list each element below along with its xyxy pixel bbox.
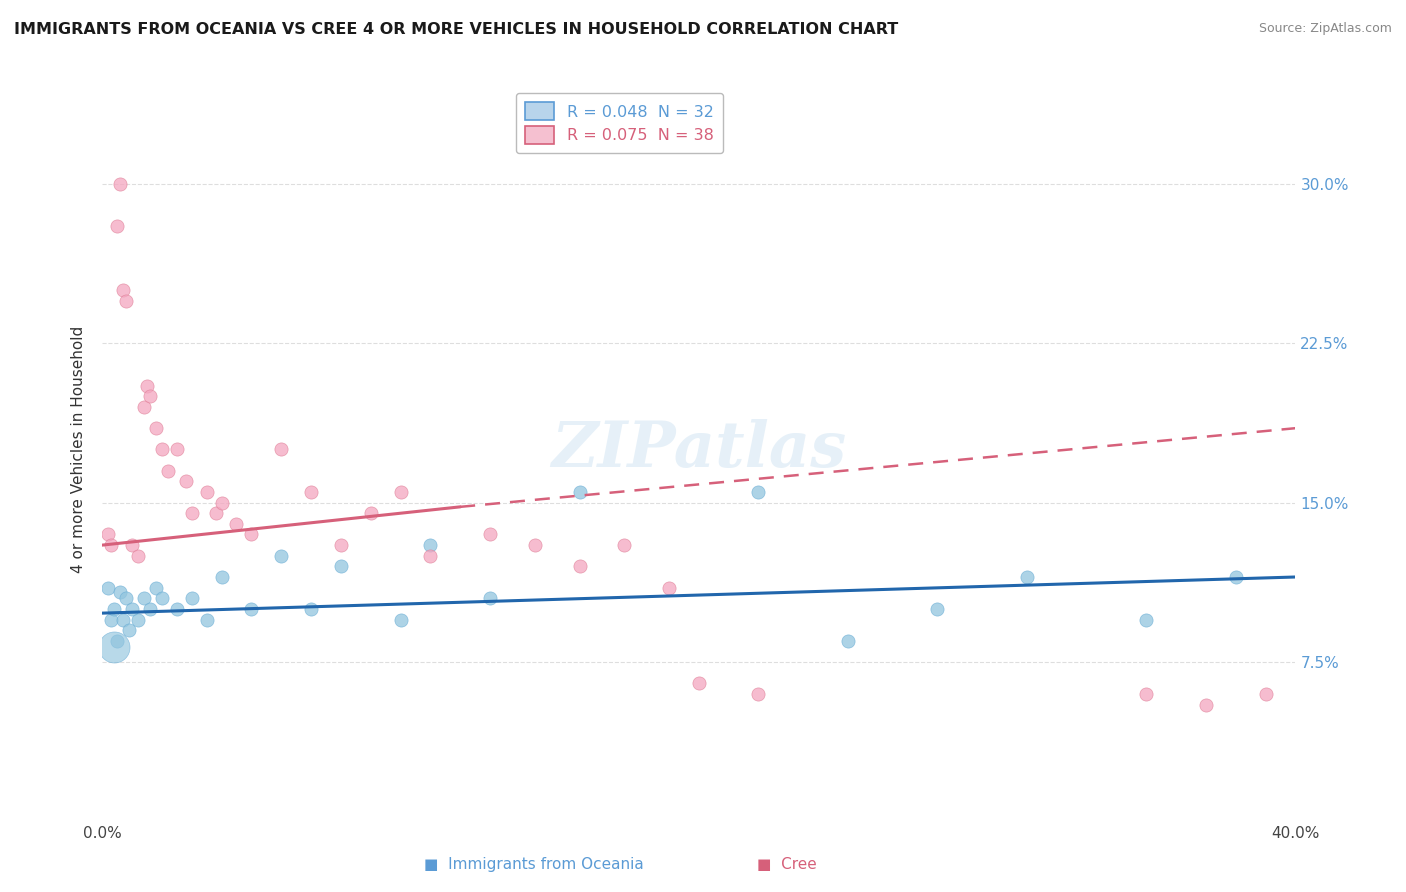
Point	[118, 623, 141, 637]
Point	[389, 485, 412, 500]
Text: Source: ZipAtlas.com: Source: ZipAtlas.com	[1258, 22, 1392, 36]
Point	[523, 538, 546, 552]
Point	[658, 581, 681, 595]
Point	[145, 421, 167, 435]
Point	[156, 464, 179, 478]
Point	[1195, 698, 1218, 712]
Point	[100, 538, 122, 552]
Point	[613, 538, 636, 552]
Point	[97, 527, 120, 541]
Point	[270, 549, 292, 563]
Point	[479, 527, 502, 541]
Point	[1135, 613, 1157, 627]
Point	[139, 602, 162, 616]
Point	[329, 538, 352, 552]
Point	[132, 591, 155, 606]
Point	[479, 591, 502, 606]
Text: ■  Immigrants from Oceania: ■ Immigrants from Oceania	[425, 857, 644, 872]
Text: ■  Cree: ■ Cree	[758, 857, 817, 872]
Point	[360, 506, 382, 520]
Text: IMMIGRANTS FROM OCEANIA VS CREE 4 OR MORE VEHICLES IN HOUSEHOLD CORRELATION CHAR: IMMIGRANTS FROM OCEANIA VS CREE 4 OR MOR…	[14, 22, 898, 37]
Point	[225, 516, 247, 531]
Point	[329, 559, 352, 574]
Point	[150, 591, 173, 606]
Point	[166, 602, 188, 616]
Point	[419, 538, 441, 552]
Point	[299, 485, 322, 500]
Point	[115, 293, 138, 308]
Point	[127, 613, 149, 627]
Point	[112, 613, 135, 627]
Point	[1135, 687, 1157, 701]
Point	[174, 475, 197, 489]
Point	[568, 485, 591, 500]
Point	[105, 633, 128, 648]
Point	[195, 613, 218, 627]
Point	[180, 591, 202, 606]
Point	[127, 549, 149, 563]
Point	[139, 389, 162, 403]
Point	[240, 602, 263, 616]
Point	[97, 581, 120, 595]
Point	[419, 549, 441, 563]
Point	[1225, 570, 1247, 584]
Point	[103, 640, 125, 654]
Point	[115, 591, 138, 606]
Legend: R = 0.048  N = 32, R = 0.075  N = 38: R = 0.048 N = 32, R = 0.075 N = 38	[516, 93, 724, 153]
Point	[747, 485, 769, 500]
Point	[121, 602, 143, 616]
Point	[121, 538, 143, 552]
Point	[747, 687, 769, 701]
Point	[211, 570, 233, 584]
Point	[100, 613, 122, 627]
Text: ZIPatlas: ZIPatlas	[551, 418, 846, 480]
Point	[1015, 570, 1038, 584]
Point	[211, 495, 233, 509]
Point	[136, 378, 159, 392]
Point	[240, 527, 263, 541]
Point	[389, 613, 412, 627]
Point	[180, 506, 202, 520]
Point	[132, 400, 155, 414]
Point	[688, 676, 710, 690]
Y-axis label: 4 or more Vehicles in Household: 4 or more Vehicles in Household	[72, 326, 86, 573]
Point	[195, 485, 218, 500]
Point	[112, 283, 135, 297]
Point	[108, 585, 131, 599]
Point	[299, 602, 322, 616]
Point	[150, 442, 173, 457]
Point	[927, 602, 949, 616]
Point	[270, 442, 292, 457]
Point	[204, 506, 226, 520]
Point	[837, 633, 859, 648]
Point	[1254, 687, 1277, 701]
Point	[108, 177, 131, 191]
Point	[568, 559, 591, 574]
Point	[103, 602, 125, 616]
Point	[166, 442, 188, 457]
Point	[105, 219, 128, 234]
Point	[145, 581, 167, 595]
